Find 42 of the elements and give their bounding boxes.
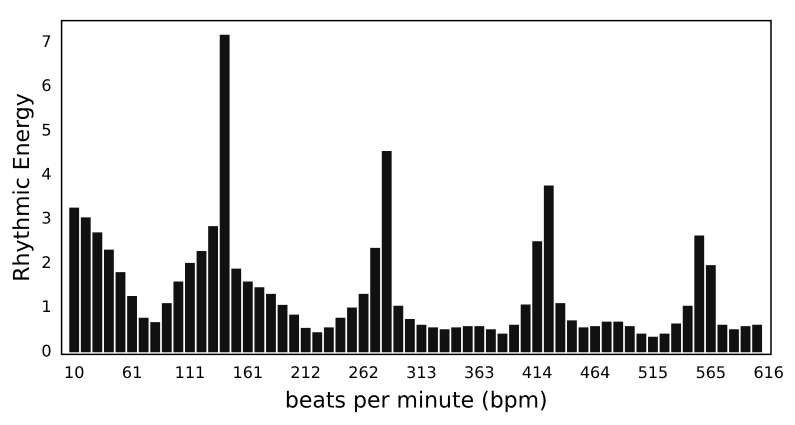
bar (69, 208, 80, 352)
x-tick-label: 363 (464, 363, 495, 382)
bar (393, 306, 404, 352)
y-tick-label: 7 (41, 32, 52, 51)
x-tick-label: 313 (406, 363, 437, 382)
bar (694, 235, 704, 352)
x-tick-label: 61 (122, 363, 142, 382)
bar (544, 186, 554, 352)
x-tick-label: 515 (638, 363, 668, 382)
x-tick-label: 414 (522, 363, 552, 382)
bar (312, 332, 322, 352)
bar (532, 241, 542, 352)
bar (150, 322, 160, 352)
bar (613, 322, 624, 352)
y-tick-label: 2 (41, 252, 52, 272)
bar (382, 151, 392, 352)
y-tick-label: 6 (41, 76, 52, 96)
bar (242, 281, 253, 352)
bar (462, 326, 473, 352)
x-tick-label: 111 (174, 363, 206, 382)
y-tick-label: 1 (41, 297, 52, 316)
y-tick-label: 4 (41, 164, 52, 184)
x-tick-label: 464 (580, 363, 610, 382)
y-tick-label: 5 (41, 120, 52, 140)
bar (451, 327, 462, 352)
y-tick-label: 3 (41, 208, 52, 228)
bar (474, 326, 484, 352)
bar (300, 328, 311, 352)
bar (682, 306, 693, 352)
x-tick-label: 10 (64, 363, 84, 382)
bar (231, 268, 242, 352)
bar (624, 326, 635, 352)
y-tick-label: 0 (41, 341, 52, 360)
x-tick-label: 616 (753, 363, 784, 382)
bar (80, 217, 91, 352)
x-tick-label: 212 (290, 363, 321, 382)
x-tick-label: 262 (348, 363, 379, 382)
x-axis-title: beats per minute (bpm) (284, 388, 548, 414)
x-tick-label: 565 (696, 363, 726, 382)
bar (162, 303, 172, 352)
y-axis-title: Rhythmic Energy (10, 93, 35, 282)
x-tick-label: 161 (232, 363, 264, 382)
